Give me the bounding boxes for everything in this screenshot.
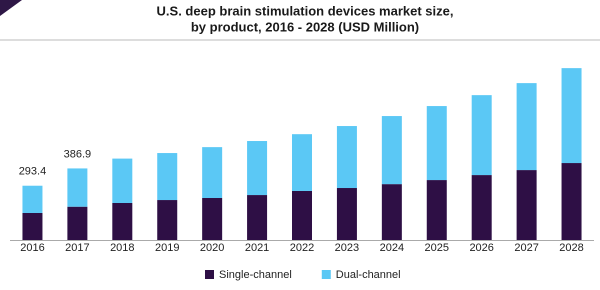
x-tick-label: 2026 <box>469 242 493 254</box>
x-tick-label: 2018 <box>110 242 134 254</box>
bar-segment <box>471 95 492 176</box>
bar-segment <box>381 184 402 240</box>
bar-segment <box>247 195 268 240</box>
bar-segment <box>516 83 537 171</box>
bar-segment <box>22 185 43 213</box>
bar-segment <box>426 106 447 181</box>
bar-segment <box>336 126 357 189</box>
x-tick-label: 2021 <box>245 242 269 254</box>
chart-title: by product, 2016 - 2028 (USD Million) <box>191 19 419 34</box>
x-tick-label: 2024 <box>380 242 404 254</box>
bar-segment <box>112 158 133 203</box>
bar-segment <box>292 134 312 191</box>
bar-segment <box>202 147 223 199</box>
total-label: 386.9 <box>64 148 92 160</box>
bar-segment <box>292 190 312 240</box>
bar-segment <box>336 188 357 240</box>
x-tick-label: 2023 <box>335 242 359 254</box>
chart-title: U.S. deep brain stimulation devices mark… <box>157 3 454 18</box>
bar-segment <box>112 203 133 240</box>
bar-segment <box>247 141 268 196</box>
total-label: 293.4 <box>19 166 47 178</box>
bar-segment <box>22 212 43 240</box>
legend-swatch <box>205 270 214 279</box>
bar-segment <box>157 153 178 201</box>
x-tick-label: 2025 <box>425 242 449 254</box>
x-tick-label: 2016 <box>20 242 44 254</box>
bar-segment <box>381 116 402 185</box>
bar-segment <box>202 198 223 240</box>
x-tick-label: 2019 <box>155 242 179 254</box>
bar-segment <box>157 200 178 240</box>
bar-segment <box>516 170 537 240</box>
x-tick-label: 2020 <box>200 242 224 254</box>
x-tick-label: 2028 <box>559 242 583 254</box>
corner-decoration <box>0 0 22 16</box>
bar-segment <box>561 68 582 164</box>
bar-segment <box>561 163 582 240</box>
legend-swatch <box>321 270 331 279</box>
bar-segment <box>471 175 492 240</box>
x-tick-label: 2027 <box>514 242 538 254</box>
bar-segment <box>67 206 88 240</box>
bar-segment <box>426 180 447 240</box>
bar-segment <box>67 168 88 207</box>
legend-label: Single-channel <box>219 269 292 281</box>
legend-label: Dual-channel <box>336 269 401 281</box>
x-tick-label: 2022 <box>290 242 314 254</box>
x-tick-label: 2017 <box>65 242 89 254</box>
